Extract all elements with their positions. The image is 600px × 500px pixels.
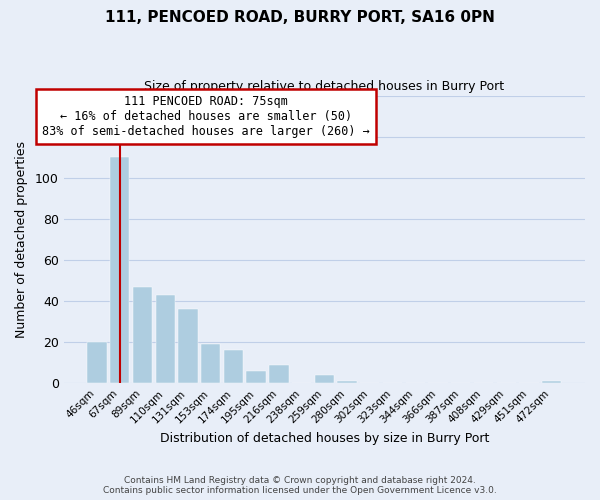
Bar bbox=[133, 286, 152, 384]
Bar bbox=[110, 157, 130, 384]
Bar bbox=[269, 365, 289, 384]
Bar bbox=[314, 375, 334, 384]
Bar bbox=[178, 310, 197, 384]
Bar bbox=[224, 350, 243, 384]
Text: 111 PENCOED ROAD: 75sqm
← 16% of detached houses are smaller (50)
83% of semi-de: 111 PENCOED ROAD: 75sqm ← 16% of detache… bbox=[42, 94, 370, 138]
Y-axis label: Number of detached properties: Number of detached properties bbox=[15, 141, 28, 338]
Text: 111, PENCOED ROAD, BURRY PORT, SA16 0PN: 111, PENCOED ROAD, BURRY PORT, SA16 0PN bbox=[105, 10, 495, 25]
Bar bbox=[247, 371, 266, 384]
Bar bbox=[155, 295, 175, 384]
Bar bbox=[337, 382, 357, 384]
Text: Contains HM Land Registry data © Crown copyright and database right 2024.
Contai: Contains HM Land Registry data © Crown c… bbox=[103, 476, 497, 495]
Bar bbox=[201, 344, 220, 384]
Bar bbox=[88, 342, 107, 384]
X-axis label: Distribution of detached houses by size in Burry Port: Distribution of detached houses by size … bbox=[160, 432, 489, 445]
Bar bbox=[542, 382, 562, 384]
Title: Size of property relative to detached houses in Burry Port: Size of property relative to detached ho… bbox=[144, 80, 505, 93]
